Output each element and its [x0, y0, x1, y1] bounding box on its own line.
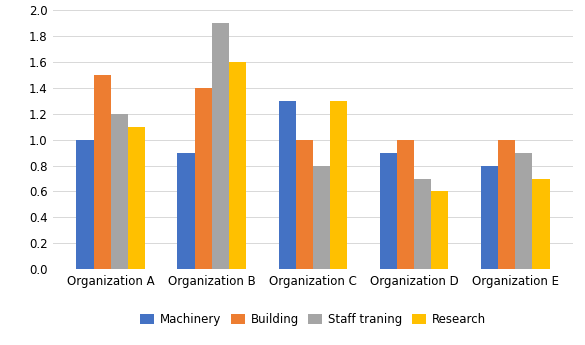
Bar [111, 114, 128, 269]
Bar [380, 152, 397, 269]
Legend: Machinery, Building, Staff traning, Research: Machinery, Building, Staff traning, Rese… [135, 309, 491, 331]
Bar [296, 140, 313, 269]
Bar [431, 191, 449, 269]
Bar [330, 101, 347, 269]
Bar [515, 152, 532, 269]
Bar [229, 62, 246, 269]
Bar [94, 75, 111, 269]
Bar [76, 140, 94, 269]
Bar [278, 101, 296, 269]
Bar [195, 88, 212, 269]
Bar [481, 166, 498, 269]
Bar [177, 152, 195, 269]
Bar [532, 179, 550, 269]
Bar [397, 140, 414, 269]
Bar [313, 166, 330, 269]
Bar [414, 179, 431, 269]
Bar [212, 23, 229, 269]
Bar [498, 140, 515, 269]
Bar [128, 127, 145, 269]
